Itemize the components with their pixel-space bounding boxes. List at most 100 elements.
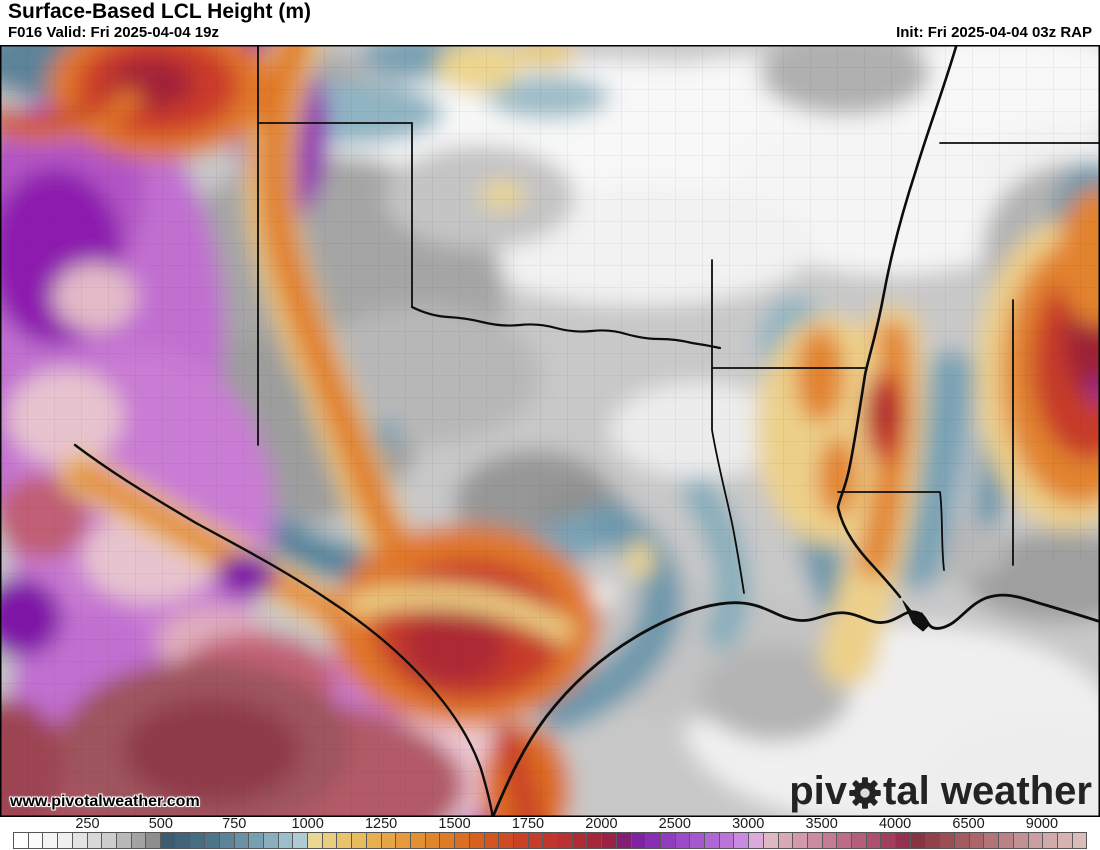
colorbar-tick-label: 250 (75, 816, 100, 832)
colorbar-cell (483, 833, 499, 848)
colorbar-cell (645, 833, 660, 848)
header: Surface-Based LCL Height (m) F016 Valid:… (0, 0, 1100, 45)
colorbar-cell (718, 833, 734, 848)
colorbar-tick-label: 1250 (364, 816, 398, 832)
colorbar-cell (454, 833, 469, 848)
colorbar-cell (968, 833, 984, 848)
colorbar-cell (865, 833, 881, 848)
model-init-label: Init: Fri 2025-04-04 03z RAP (896, 24, 1092, 41)
colorbar-cell (1042, 833, 1057, 848)
colorbar-cell (689, 833, 705, 848)
colorbar-tick-label: 3000 (732, 816, 765, 832)
colorbar-cell (792, 833, 807, 848)
colorbar-cell (806, 833, 822, 848)
colorbar-cell (395, 833, 410, 848)
colorbar-cell (277, 833, 293, 848)
colorbar-cell (42, 833, 58, 848)
colorbar-cell (160, 833, 175, 848)
colorbar-cell (659, 833, 675, 848)
colorbar-cell (174, 833, 190, 848)
colorbar-cell (365, 833, 381, 848)
forecast-valid-label: F016 Valid: Fri 2025-04-04 19z (8, 24, 219, 41)
colorbar-cell (821, 833, 837, 848)
colorbar-cell (998, 833, 1013, 848)
colorbar-cell (145, 833, 161, 848)
colorbar-cell (1027, 833, 1043, 848)
colorbar-cell (233, 833, 249, 848)
colorbar-tick-label: 500 (148, 816, 173, 832)
county-lines (0, 45, 1100, 817)
mississippi-delta (902, 600, 930, 632)
colorbar-cell (336, 833, 352, 848)
colorbar-cell (380, 833, 396, 848)
colorbar-cell (601, 833, 616, 848)
colorbar-cell (674, 833, 690, 848)
colorbar-cell (542, 833, 558, 848)
colorbar-cell (851, 833, 866, 848)
gear-icon (849, 777, 881, 809)
colorbar-tick-label: 750 (222, 816, 247, 832)
red-river (410, 305, 722, 350)
logo-text-prefix: piv (789, 769, 848, 813)
colorbar-cell (468, 833, 484, 848)
colorbar-tick-label: 4000 (878, 816, 912, 832)
colorbar-cell (1071, 833, 1087, 848)
colorbar-cell (424, 833, 440, 848)
pivotal-weather-logo: piv tal weather (789, 771, 1092, 811)
colorbar-tick-label: 1750 (511, 816, 545, 832)
watermark: www.pivotalweather.com (10, 793, 200, 810)
weather-map: www.pivotalweather.com piv tal weather (0, 45, 1100, 817)
colorbar-cell (14, 833, 28, 848)
colorbar-cell (262, 833, 278, 848)
map-frame (0, 45, 1100, 817)
colorbar-cell (189, 833, 205, 848)
colorbar-cell (115, 833, 131, 848)
colorbar-cell (130, 833, 146, 848)
colorbar-cell (630, 833, 646, 848)
colorbar-cell (321, 833, 337, 848)
colorbar-tick-label: 6500 (952, 816, 985, 832)
colorbar-cell (86, 833, 102, 848)
colorbar-cell (939, 833, 954, 848)
colorbar-cell (748, 833, 763, 848)
colorbar-cell (512, 833, 528, 848)
colorbar-tick-label: 2000 (585, 816, 618, 832)
logo-text-suffix: tal weather (883, 769, 1092, 813)
colorbar-cell (498, 833, 513, 848)
colorbar-cell (248, 833, 263, 848)
colorbar-cell (27, 833, 43, 848)
rio-grande-river (73, 443, 494, 817)
colorbar-cell (439, 833, 455, 848)
colorbar-cell (909, 833, 925, 848)
colorbar-cell (307, 833, 322, 848)
colorbar-cell (1056, 833, 1072, 848)
colorbar-cell (586, 833, 602, 848)
lcl-height-field (0, 45, 1100, 817)
state-borders (73, 45, 1100, 817)
gulf-coastline (491, 593, 1100, 817)
colorbar-cell (895, 833, 910, 848)
colorbar-cell (733, 833, 749, 848)
colorbar-tick-labels: 250 500 750 1000 1250 1500 1750 2000 2500 3000 350… (0, 816, 1100, 832)
colorbar-cell (1012, 833, 1028, 848)
colorbar-cell (409, 833, 425, 848)
colorbar-cell (527, 833, 543, 848)
colorbar-tick-label: 2500 (658, 816, 691, 832)
colorbar-cell (954, 833, 969, 848)
colorbar-cell (983, 833, 999, 848)
colorbar-tick-label: 3500 (805, 816, 838, 832)
colorbar-cell (351, 833, 366, 848)
colorbar-tick-label: 1500 (438, 816, 471, 832)
colorbar-cell (292, 833, 308, 848)
colorbar-tick-label: 1000 (291, 816, 324, 832)
colorbar-cell (615, 833, 631, 848)
colorbar-cell (880, 833, 896, 848)
page-title: Surface-Based LCL Height (m) (8, 0, 311, 23)
colorbar-cell (704, 833, 719, 848)
colorbar (13, 832, 1087, 849)
colorbar-tick-label: 9000 (1025, 816, 1059, 832)
colorbar-cell (571, 833, 587, 848)
colorbar-cell (924, 833, 940, 848)
colorbar-cell (218, 833, 234, 848)
